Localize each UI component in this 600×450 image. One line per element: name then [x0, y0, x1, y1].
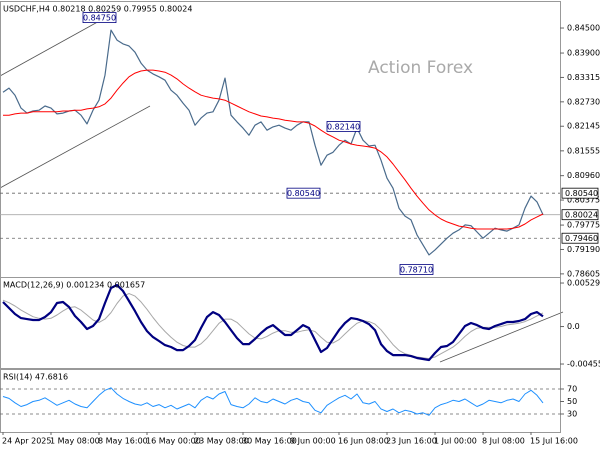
x-tick-label: 8 May 16:00 [98, 437, 148, 446]
annotation-box [399, 264, 434, 275]
y-tick-label: 0.80375 [567, 196, 600, 205]
y-tick-label: 0.80960 [567, 171, 600, 180]
channel-line [0, 105, 151, 189]
x-tick-label: 8 Jul 08:00 [482, 437, 525, 446]
y-tick-label: 0.81555 [567, 146, 600, 155]
annotation-box [82, 12, 117, 23]
annotation-box [326, 121, 361, 132]
panel-frame [0, 369, 561, 433]
series-line [3, 69, 544, 230]
annotation-label: 0.80540 [287, 189, 320, 198]
y-tick-label: 0.78605 [567, 269, 600, 278]
price-box-label: 0.80024 [565, 211, 598, 220]
price-box [561, 209, 599, 221]
trend-line [439, 311, 564, 363]
series-line [2, 293, 544, 360]
panel-frame [0, 1, 561, 278]
price-box-label: 0.79460 [565, 234, 598, 243]
series-line [2, 283, 544, 362]
series-line [2, 387, 544, 416]
y-tick-label: 0.00529 [567, 279, 600, 288]
y-tick-label: 0.79190 [567, 245, 600, 254]
annotation-label: 0.78710 [400, 265, 433, 274]
x-tick-label: 16 Jun 08:00 [338, 437, 389, 446]
y-tick-label: 30 [567, 410, 577, 419]
panel-frame [0, 277, 561, 369]
y-tick-label: 0.0 [567, 322, 580, 331]
y-tick-label: 0.83900 [567, 49, 600, 58]
y-tick-label: 0.82145 [567, 122, 600, 131]
series-line [2, 29, 544, 256]
price-box [561, 187, 599, 199]
annotation-label: 0.84750 [83, 14, 116, 23]
y-tick-label: 0.82730 [567, 97, 600, 106]
x-tick-label: 1 Jul 00:00 [434, 437, 477, 446]
price-box-label: 0.80540 [565, 189, 598, 198]
x-tick-label: 30 May 16:00 [242, 437, 297, 446]
x-tick-label: 9 Jun 00:00 [290, 437, 336, 446]
x-tick-label: 16 May 00:00 [146, 437, 201, 446]
decorations [0, 13, 564, 363]
x-tick-label: 23 May 08:00 [194, 437, 249, 446]
x-tick-label: 1 May 08:00 [50, 437, 100, 446]
x-tick-label: 24 Apr 2025 [2, 437, 51, 446]
y-tick-label: 70 [567, 385, 577, 394]
price-box [561, 232, 599, 244]
y-tick-label: 50 [567, 397, 577, 406]
annotation-label: 0.82140 [327, 122, 360, 131]
channel-line [0, 13, 113, 77]
y-tick-label: 0.79775 [567, 221, 600, 230]
panel-title: USDCHF,H4 0.80218 0.80259 0.79955 0.8002… [3, 5, 192, 14]
x-tick-label: 23 Jun 16:00 [386, 437, 437, 446]
watermark: Action Forex [368, 58, 473, 78]
panel-title: RSI(14) 47.6816 [3, 373, 68, 382]
annotation-box [286, 187, 321, 199]
y-tick-label: 0.83315 [567, 73, 600, 82]
panel-title: MACD(12,26,9) 0.001234 0.001657 [3, 281, 145, 290]
y-tick-label: -0.004557 [567, 360, 600, 369]
y-tick-label: 0.84500 [567, 24, 600, 33]
x-tick-label: 15 Jul 16:00 [530, 437, 578, 446]
